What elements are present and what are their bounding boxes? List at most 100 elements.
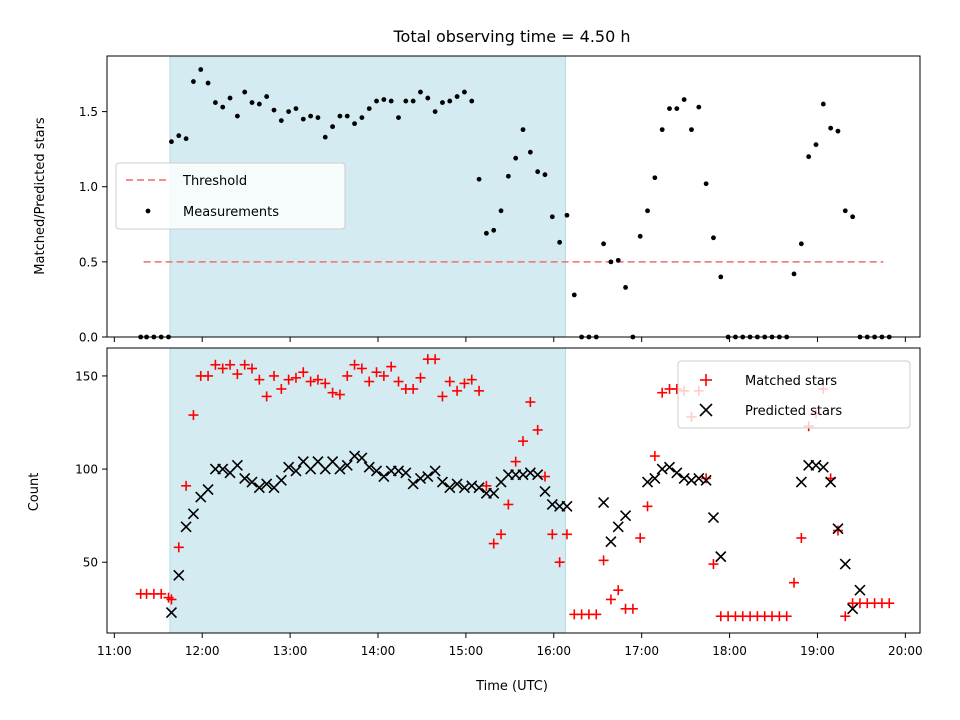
data-point	[425, 95, 431, 101]
predicted-point	[173, 569, 185, 581]
predicted-point	[649, 472, 661, 484]
marker-stroke	[283, 461, 295, 473]
marker-stroke	[715, 551, 727, 563]
matched-point	[173, 542, 184, 553]
data-point	[388, 98, 394, 104]
data-point	[681, 97, 687, 102]
data-point	[242, 89, 248, 95]
matched-point	[832, 525, 843, 536]
predicted-point	[451, 478, 463, 490]
legend-measurements-swatch	[145, 208, 151, 214]
matched-point	[532, 424, 543, 435]
predicted-point	[165, 606, 178, 619]
predicted-point	[378, 470, 390, 483]
matched-point	[430, 354, 441, 365]
data-point	[498, 208, 504, 214]
predicted-point	[363, 461, 375, 473]
data-point	[659, 127, 665, 133]
predicted-point	[370, 465, 383, 477]
marker-stroke	[458, 482, 470, 494]
data-point	[278, 118, 284, 124]
matched-point	[525, 397, 536, 408]
data-point	[711, 235, 716, 241]
matched-point	[488, 538, 499, 549]
matched-point	[408, 383, 419, 394]
predicted-point	[187, 508, 199, 520]
marker-stroke	[473, 482, 485, 494]
matched-point	[371, 367, 382, 378]
predicted-point	[539, 485, 551, 497]
marker-stroke	[854, 584, 866, 596]
matched-point	[349, 359, 360, 370]
predicted-point	[392, 465, 405, 477]
matched-point	[312, 374, 323, 385]
bottom-legend: Matched stars Predicted stars	[677, 360, 911, 429]
predicted-point	[436, 476, 449, 488]
matched-point	[474, 385, 485, 396]
legend-threshold-label: Threshold	[182, 174, 247, 189]
predicted-point	[619, 510, 632, 522]
matched-point	[510, 456, 521, 467]
matched-point	[261, 391, 272, 402]
matched-point	[254, 374, 265, 385]
data-point	[220, 104, 226, 110]
top-y-tick-label: 0.0	[79, 331, 98, 345]
data-point	[410, 98, 416, 104]
matched-point	[188, 410, 199, 421]
predicted-point	[561, 500, 573, 512]
predicted-point	[334, 463, 346, 475]
data-point	[623, 285, 628, 290]
predicted-point	[458, 482, 470, 494]
matched-point	[642, 501, 653, 512]
data-point	[264, 94, 270, 99]
matched-point	[268, 370, 279, 381]
data-point	[183, 136, 189, 142]
predicted-point	[422, 470, 434, 483]
marker-stroke	[180, 521, 192, 533]
predicted-point	[275, 474, 287, 486]
predicted-point	[817, 461, 829, 473]
data-point	[300, 116, 306, 122]
marker-stroke	[239, 472, 251, 484]
matched-point	[598, 555, 609, 566]
predicted-point	[832, 523, 844, 535]
marker-stroke	[488, 487, 500, 499]
predicted-point	[612, 521, 624, 533]
predicted-point	[598, 497, 610, 509]
marker-stroke	[641, 476, 654, 488]
matched-point	[166, 594, 177, 605]
marker-stroke	[532, 469, 544, 481]
matched-point	[210, 359, 221, 370]
marker-stroke	[370, 465, 383, 477]
predicted-point	[202, 484, 214, 496]
predicted-point	[414, 472, 427, 484]
predicted-point	[217, 463, 229, 475]
data-point	[213, 100, 218, 105]
matched-point	[320, 378, 331, 389]
marker-stroke	[165, 606, 178, 619]
predicted-point	[685, 474, 698, 486]
predicted-point	[847, 603, 859, 615]
data-point	[169, 139, 174, 145]
x-tick-label: 17:00	[624, 644, 659, 658]
predicted-point	[231, 459, 243, 471]
predicted-point	[641, 476, 654, 488]
marker-stroke	[517, 469, 529, 481]
data-point	[491, 227, 497, 233]
data-point	[440, 100, 445, 105]
matched-point	[452, 385, 463, 396]
predicted-point	[246, 476, 258, 488]
matched-point	[547, 529, 558, 540]
data-point	[542, 172, 548, 178]
marker-stroke	[429, 465, 441, 477]
marker-stroke	[707, 511, 720, 524]
data-point	[337, 113, 343, 119]
predicted-point	[517, 469, 529, 481]
data-point	[396, 115, 401, 121]
matched-point	[247, 363, 258, 374]
marker-stroke	[231, 459, 243, 471]
marker-stroke	[832, 523, 844, 535]
matched-point	[378, 370, 389, 381]
matched-point	[283, 374, 294, 385]
data-point	[293, 106, 299, 111]
